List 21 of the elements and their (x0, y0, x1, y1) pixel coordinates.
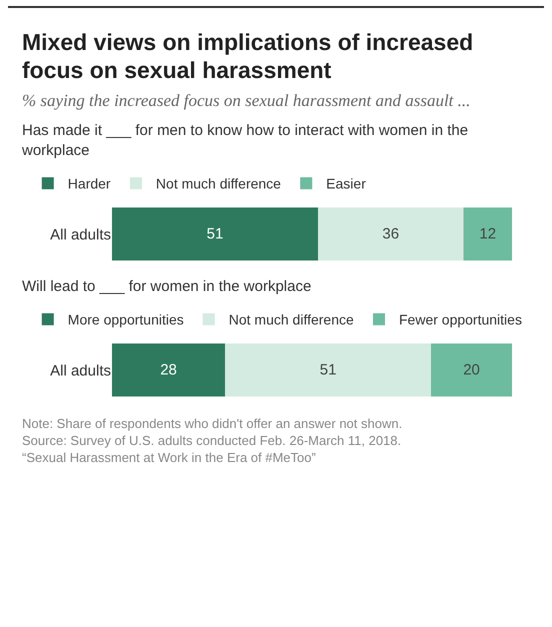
y-tick-label: All adults (50, 226, 111, 244)
legend-label: Harder (68, 176, 111, 192)
chart-subtitle: % saying the increased focus on sexual harassment and assault ... (22, 90, 472, 111)
legend-label: Not much difference (156, 176, 282, 192)
source-note: Source: Survey of U.S. adults conducted Feb. 26-March 11, 2018. (22, 432, 402, 449)
data-label: 36 (382, 226, 400, 242)
data-label: 28 (160, 362, 177, 378)
data-label: 12 (479, 226, 496, 242)
legend-label: Easier (326, 176, 366, 192)
y-tick-label: All adults (50, 362, 111, 380)
data-label: 51 (320, 362, 336, 378)
text: “Sexual Harassment at Work in the Era of #MeToo” (22, 449, 317, 466)
legend-label: More opportunities (68, 312, 184, 328)
chart-title: Will lead to ___ for women in the workplace (22, 277, 312, 297)
legend-label: Fewer opportunities (398, 312, 522, 328)
chart-title: Mixed views on implications of increased focus on sexual harassment (22, 28, 474, 84)
text: Has made it ___ for men to know how to interact with women in the workplace (22, 121, 470, 161)
data-label: 20 (463, 362, 480, 378)
data-label: 51 (206, 226, 224, 242)
text: Note: Share of respondents who didn't offer an answer not shown. (22, 415, 404, 432)
legend-label: Not much difference (228, 312, 354, 328)
